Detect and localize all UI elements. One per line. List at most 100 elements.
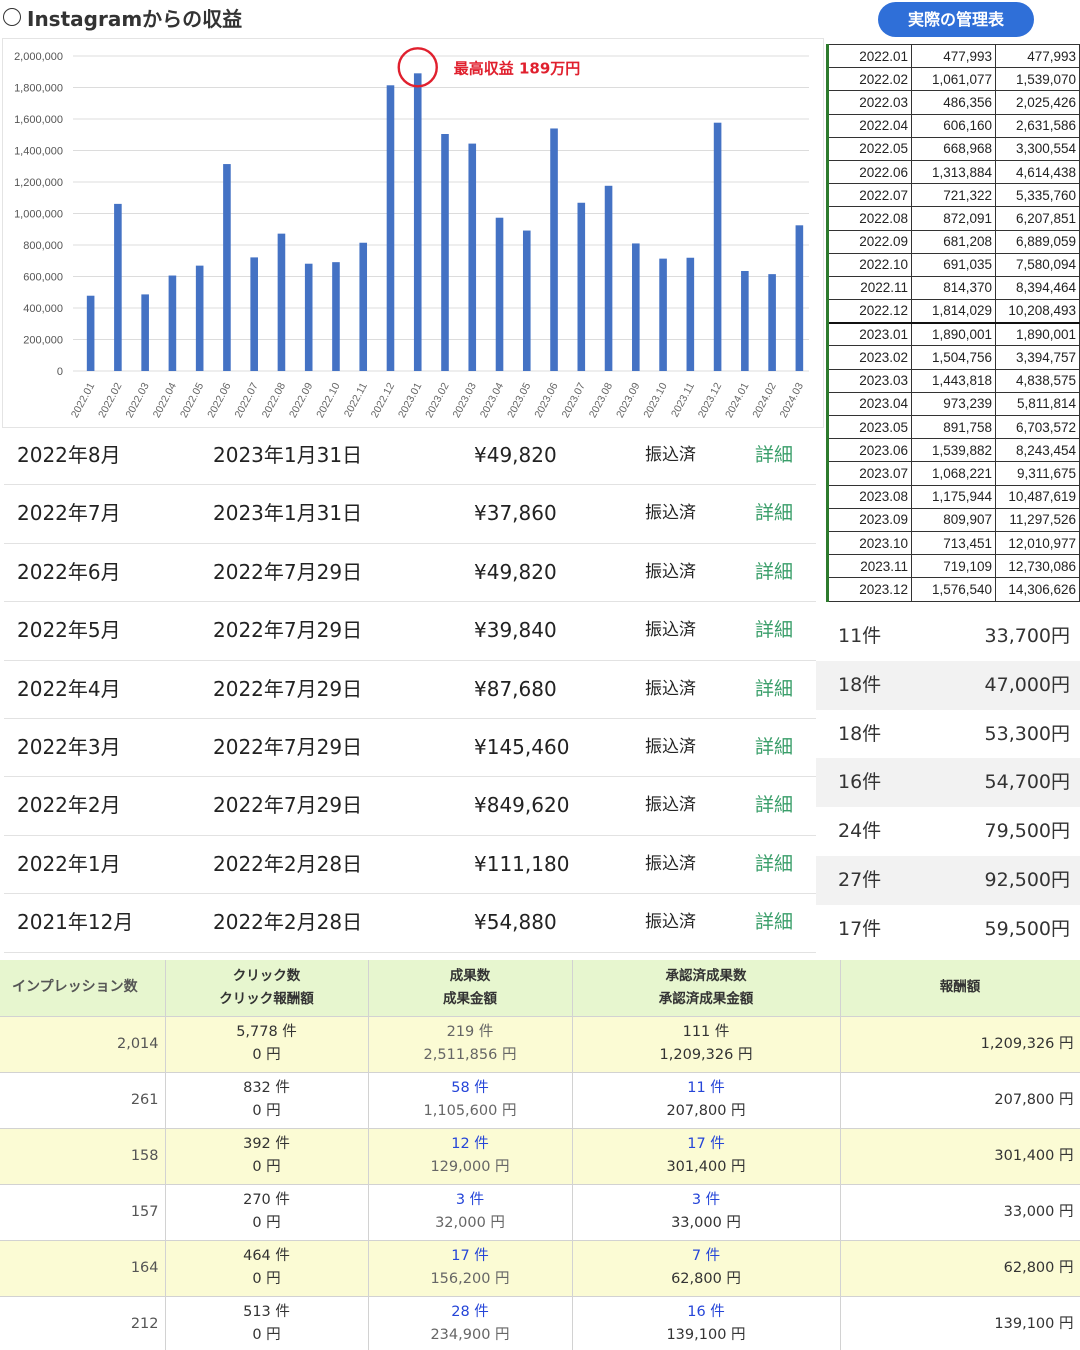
payout-cell: 62,800 円 (840, 1239, 1080, 1296)
monthly-revenue-cell: 973,239 (911, 391, 996, 417)
monthly-revenue-cell: 477,993 (911, 43, 996, 69)
approved-count[interactable]: 7 件 (691, 1248, 721, 1264)
payout-detail-link[interactable]: 詳細 (755, 852, 794, 875)
payout-detail-link[interactable]: 詳細 (755, 560, 794, 583)
y-tick-label: 400,000 (23, 303, 63, 315)
payout-detail-link[interactable]: 詳細 (755, 677, 794, 700)
cumulative-revenue-cell: 3,394,757 (995, 345, 1080, 370)
chart-bar (304, 263, 313, 371)
monthly-revenue-cell: 1,890,001 (911, 321, 996, 347)
payout-detail-link[interactable]: 詳細 (755, 794, 794, 817)
clicks-count: 832 件 (243, 1080, 290, 1096)
approved-count[interactable]: 16 件 (687, 1304, 725, 1321)
month-cell: 2022.03 (826, 90, 912, 115)
payout-amount: ¥49,820 (474, 559, 557, 584)
report-row: 2,014 5,778 件 0 円 219 件 2,511,856 円 111 件 1,20… (0, 1015, 1080, 1072)
cumulative-revenue-cell: 477,993 (995, 43, 1080, 69)
payout-detail-link[interactable]: 詳細 (755, 619, 794, 642)
chart-bar (332, 262, 340, 371)
monthly-row: 2022.04 606,160 2,631,586 (826, 113, 1080, 138)
monthly-revenue-cell: 1,539,882 (911, 438, 996, 463)
monthly-row: 2023.09 809,907 11,297,526 (826, 507, 1080, 532)
monthly-row: 2022.12 1,814,029 10,208,493 (826, 299, 1080, 324)
payout-date: 2023年1月31日 (213, 501, 363, 526)
month-cell: 2023.06 (826, 438, 912, 463)
report-row: 212 513 件 0 円 28 件 234,900 円 16 件 139,100 円 139… (0, 1295, 1080, 1350)
monthly-row: 2023.08 1,175,944 10,487,619 (826, 484, 1080, 509)
header-results: 成果数 成果金額 (368, 960, 573, 1016)
payout-month: 2022年1月 (17, 851, 121, 876)
x-tick-label: 2023.02 (423, 381, 451, 420)
approved-count[interactable]: 11 件 (687, 1080, 725, 1096)
x-tick-label: 2023.01 (396, 381, 424, 420)
payout-detail-link[interactable]: 詳細 (755, 502, 794, 525)
x-tick-label: 2024.03 (778, 381, 806, 420)
chart-bar (795, 225, 804, 371)
results-count[interactable]: 58 件 (451, 1080, 489, 1096)
approved-count[interactable]: 3 件 (691, 1192, 721, 1208)
approved-count[interactable]: 17 件 (687, 1136, 725, 1152)
header-clicks-line1: クリック数 (232, 967, 301, 984)
payout-status: 振込済 (645, 503, 696, 524)
results-count[interactable]: 28 件 (451, 1304, 489, 1321)
month-cell: 2022.04 (826, 113, 912, 138)
cumulative-revenue-cell: 8,394,464 (995, 275, 1080, 301)
x-tick-label: 2023.07 (560, 381, 588, 420)
payout-detail-link[interactable]: 詳細 (755, 735, 794, 758)
month-cell: 2022.05 (826, 136, 912, 161)
x-tick-label: 2024.02 (750, 381, 778, 420)
x-tick-label: 2024.01 (723, 381, 751, 420)
clicks-cell: 270 件 0 円 (165, 1183, 369, 1240)
results-count[interactable]: 17 件 (451, 1248, 489, 1264)
chart-bar (168, 275, 177, 371)
payout-detail-link[interactable]: 詳細 (755, 911, 794, 934)
clicks-cell: 464 件 0 円 (165, 1239, 369, 1296)
payout-status: 振込済 (645, 445, 696, 465)
payout-row: 2022年6月 2022年7月29日 ¥49,820 振込済 詳細 (4, 544, 816, 603)
monthly-revenue-cell: 872,091 (911, 206, 996, 231)
click-payout: 0 円 (252, 1327, 281, 1344)
sales-sum: 53,300円 (984, 722, 1070, 745)
count-row: 17件 59,500円 (816, 905, 1080, 954)
monthly-revenue-cell: 668,968 (911, 136, 996, 161)
monthly-revenue-cell: 1,175,944 (911, 484, 996, 509)
payout-detail-link[interactable]: 詳細 (755, 444, 794, 466)
cumulative-revenue-cell: 5,335,760 (995, 183, 1080, 208)
month-cell: 2022.08 (826, 206, 912, 231)
payout-row: 2022年2月 2022年7月29日 ¥849,620 振込済 詳細 (4, 777, 816, 836)
payout-date: 2022年2月28日 (213, 851, 363, 876)
approved-amount: 139,100 円 (666, 1327, 746, 1344)
chart-bar (223, 164, 231, 371)
results-amount: 1,105,600 円 (423, 1103, 517, 1119)
count-row: 18件 53,300円 (816, 710, 1080, 759)
results-count[interactable]: 3 件 (455, 1192, 485, 1208)
cumulative-revenue-cell: 4,614,438 (995, 159, 1080, 185)
monthly-row: 2023.12 1,576,540 14,306,626 (826, 577, 1080, 602)
payout-row: 2021年12月 2022年2月28日 ¥54,880 振込済 詳細 (4, 894, 816, 953)
monthly-revenue-cell: 721,322 (911, 183, 996, 208)
chart-bar (250, 257, 258, 371)
y-tick-label: 1,400,000 (14, 146, 63, 158)
chart-bar (114, 203, 122, 371)
payout-month: 2022年7月 (17, 501, 121, 526)
sales-count: 24件 (838, 820, 882, 843)
x-tick-label: 2023.12 (696, 381, 724, 420)
sales-count: 11件 (838, 625, 882, 647)
ledger-button[interactable]: 実際の管理表 (878, 2, 1034, 37)
payout-status: 振込済 (645, 620, 696, 641)
cumulative-revenue-cell: 5,811,814 (995, 391, 1080, 417)
payout-cell: 301,400 円 (840, 1127, 1080, 1184)
results-count[interactable]: 12 件 (451, 1136, 489, 1152)
payout-row: 2022年1月 2022年2月28日 ¥111,180 振込済 詳細 (4, 836, 816, 895)
sales-sum: 54,700円 (984, 771, 1070, 794)
month-cell: 2022.10 (826, 252, 912, 277)
payout-status: 振込済 (645, 678, 696, 699)
x-tick-label: 2022.11 (342, 381, 370, 420)
monthly-revenue-cell: 719,109 (911, 554, 996, 579)
monthly-revenue-cell: 891,758 (911, 414, 996, 440)
payout-status: 振込済 (645, 795, 696, 816)
cumulative-revenue-cell: 12,010,977 (995, 530, 1080, 556)
payout-date: 2022年7月29日 (213, 676, 363, 701)
payout-amount: ¥87,680 (474, 676, 557, 701)
monthly-revenue-cell: 809,907 (911, 507, 996, 532)
